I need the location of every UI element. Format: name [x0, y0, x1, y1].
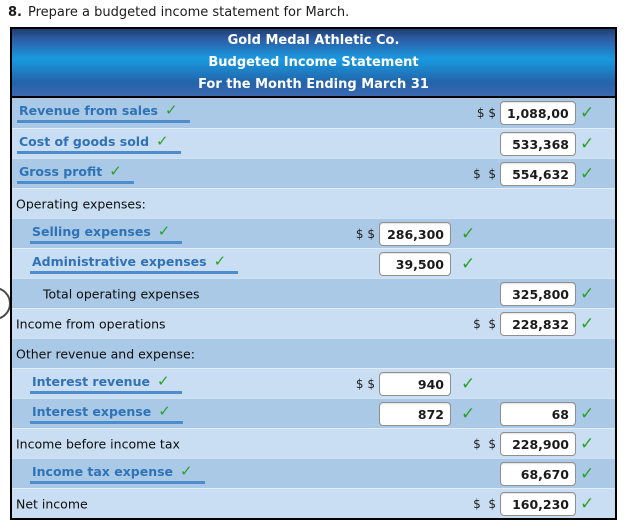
statement-row: Income tax expense ✓ ✓: [12, 458, 615, 488]
statement-row: Administrative expenses ✓ ✓: [12, 248, 615, 278]
amount-input[interactable]: [500, 402, 576, 426]
amount-input[interactable]: [500, 492, 576, 516]
dollar-sign: $ $: [473, 166, 496, 181]
row-label: Interest expense: [32, 404, 152, 419]
row-label: Net income: [16, 496, 88, 511]
dollar-sign: $ $: [476, 106, 496, 120]
statement-row: Income before income tax $ $ ✓: [12, 428, 615, 458]
correct-check-icon: ✓: [580, 433, 595, 454]
amount-input[interactable]: [379, 252, 451, 276]
correct-check-icon: ✓: [165, 101, 178, 119]
answer-link[interactable]: Administrative expenses ✓: [30, 252, 239, 274]
amount-input[interactable]: [379, 222, 451, 246]
amount-input[interactable]: [500, 282, 576, 306]
correct-check-icon: ✓: [156, 132, 169, 150]
correct-check-icon: ✓: [461, 403, 476, 424]
instruction-text: Prepare a budgeted income statement for …: [27, 5, 350, 20]
row-label: Operating expenses:: [16, 196, 146, 211]
correct-check-icon: ✓: [580, 283, 595, 304]
row-label: Administrative expenses: [32, 254, 207, 269]
correct-check-icon: ✓: [461, 253, 476, 274]
correct-check-icon: ✓: [156, 372, 170, 390]
statement-header: Gold Medal Athletic Co. Budgeted Income …: [12, 29, 615, 96]
row-label: Income from operations: [16, 316, 166, 331]
dollar-sign: $ $: [473, 316, 496, 331]
amount-input[interactable]: [500, 462, 576, 486]
row-label: Income before income tax: [16, 436, 180, 451]
correct-check-icon: ✓: [461, 223, 476, 244]
statement-row: Interest expense ✓ ✓ ✓: [12, 398, 615, 428]
amount-input[interactable]: [500, 132, 576, 156]
income-statement-table: Gold Medal Athletic Co. Budgeted Income …: [10, 27, 617, 520]
answer-link[interactable]: Income tax expense ✓: [30, 462, 205, 484]
correct-check-icon: ✓: [213, 252, 227, 270]
amount-input[interactable]: [500, 162, 576, 186]
answer-link[interactable]: Selling expenses ✓: [30, 222, 183, 244]
row-label: Other revenue and expense:: [16, 346, 195, 361]
statement-row: Operating expenses:: [12, 188, 615, 218]
answer-link[interactable]: Interest revenue ✓: [30, 372, 182, 394]
instruction-line: 8. Prepare a budgeted income statement fo…: [8, 5, 349, 20]
statement-row: Other revenue and expense:: [12, 338, 615, 368]
correct-check-icon: ✓: [580, 163, 595, 184]
correct-check-icon: ✓: [580, 313, 595, 334]
correct-check-icon: ✓: [109, 162, 122, 180]
statement-row: Revenue from sales ✓ $ $ ✓: [12, 98, 615, 128]
amount-input[interactable]: [500, 312, 576, 336]
answer-link[interactable]: Cost of goods sold ✓: [17, 132, 181, 154]
statement-row: Gross profit ✓ $ $ ✓: [12, 158, 615, 188]
statement-title: Budgeted Income Statement: [208, 54, 419, 70]
amount-input[interactable]: [379, 402, 451, 426]
dollar-sign: $ $: [355, 376, 375, 391]
company-name: Gold Medal Athletic Co.: [227, 32, 400, 48]
statement-row: Interest revenue ✓ $ $ ✓: [12, 368, 615, 398]
correct-check-icon: ✓: [180, 462, 193, 480]
dollar-sign: $ $: [473, 496, 496, 511]
correct-check-icon: ✓: [580, 403, 595, 424]
correct-check-icon: ✓: [157, 222, 171, 240]
answer-link[interactable]: Interest expense ✓: [30, 402, 183, 424]
row-label: Gross profit: [19, 164, 103, 179]
amount-input[interactable]: [500, 432, 576, 456]
statement-row: Income from operations $ $ ✓: [12, 308, 615, 338]
statement-row: Selling expenses ✓ $ $ ✓: [12, 218, 615, 248]
answer-link[interactable]: Revenue from sales ✓: [17, 101, 190, 123]
statement-rows: Revenue from sales✓$ $✓Cost of goods sol…: [12, 96, 615, 518]
row-label: Total operating expenses: [43, 286, 200, 301]
statement-row: Total operating expenses ✓: [12, 278, 615, 308]
statement-period: For the Month Ending March 31: [198, 76, 429, 92]
row-label: Revenue from sales: [19, 103, 159, 118]
row-label: Selling expenses: [32, 224, 151, 239]
correct-check-icon: ✓: [580, 493, 595, 514]
statement-row: Cost of goods sold ✓ ✓: [12, 128, 615, 158]
amount-input[interactable]: [500, 101, 576, 125]
correct-check-icon: ✓: [580, 133, 595, 154]
row-label: Interest revenue: [32, 374, 150, 389]
correct-check-icon: ✓: [580, 463, 595, 484]
correct-check-icon: ✓: [461, 373, 476, 394]
correct-check-icon: ✓: [580, 103, 595, 123]
correct-check-icon: ✓: [158, 402, 171, 420]
row-label: Income tax expense: [32, 464, 174, 479]
statement-row: Net income $ $ ✓: [12, 488, 615, 518]
dollar-sign: $ $: [473, 436, 496, 451]
dollar-sign: $ $: [355, 226, 375, 241]
instruction-number: 8.: [8, 5, 22, 20]
row-label: Cost of goods sold: [19, 134, 150, 149]
answer-link[interactable]: Gross profit ✓: [17, 162, 134, 184]
amount-input[interactable]: [379, 372, 451, 396]
